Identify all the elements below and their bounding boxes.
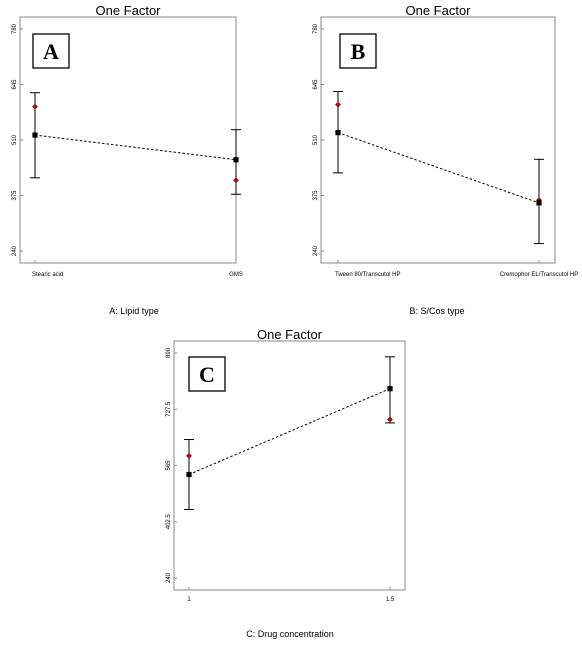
x-tick-label: 1: [187, 597, 191, 603]
actual-point: [186, 452, 192, 459]
y-tick-label: 780: [313, 23, 319, 34]
actual-point: [32, 103, 38, 110]
x-axis-title: C: Drug concentration: [246, 629, 334, 639]
panel-letter-box: [188, 356, 226, 392]
actual-point: [387, 416, 393, 423]
actual-point: [335, 101, 341, 108]
x-axis-title: B: S/Cos type: [409, 306, 464, 316]
y-tick-label: 890: [166, 347, 172, 358]
y-tick-label: 510: [12, 134, 18, 145]
y-tick-label: 645: [313, 79, 319, 90]
panel-letter-box: [339, 33, 377, 69]
y-tick-label: 780: [12, 23, 18, 34]
y-tick-label: 645: [12, 79, 18, 90]
x-tick-label: Tween 80/Transcutol HP: [335, 272, 400, 278]
y-tick-label: 402.5: [166, 514, 172, 530]
mean-point: [335, 130, 341, 136]
actual-point: [233, 177, 239, 184]
mean-connector-line: [34, 134, 237, 161]
panel-letter: B: [351, 39, 366, 64]
y-tick-label: 375: [313, 190, 319, 201]
mean-point: [233, 157, 239, 163]
chart-title: One Factor: [257, 327, 323, 342]
mean-connector-line: [337, 132, 540, 204]
x-tick-label: 1.5: [386, 597, 395, 603]
x-tick-label: Cremophor EL/Transcutol HP: [500, 272, 578, 278]
chart-panel-a: One Factor 780 645 510 375 240 Stearic acid GMS…: [12, 3, 243, 316]
x-tick-label: Stearic acid: [32, 272, 63, 278]
x-axis-title: A: Lipid type: [109, 306, 159, 316]
chart-panel-b: One Factor 780 645 510 375 240 Tween 80/Transc…: [313, 3, 578, 316]
y-tick-label: 375: [12, 190, 18, 201]
y-tick-label: 240: [313, 245, 319, 256]
chart-title: One Factor: [405, 3, 471, 18]
mean-point: [387, 386, 393, 392]
y-tick-label: 240: [166, 572, 172, 583]
y-tick-label: 240: [12, 245, 18, 256]
y-tick-label: 565: [166, 460, 172, 471]
chart-title: One Factor: [95, 3, 161, 18]
y-tick-label: 510: [313, 134, 319, 145]
mean-point: [32, 132, 38, 138]
mean-connector-line: [188, 388, 391, 475]
y-tick-label: 727.5: [166, 401, 172, 417]
x-tick-label: GMS: [229, 272, 243, 278]
panel-letter: C: [199, 362, 215, 387]
mean-point: [536, 200, 542, 206]
panel-letter-box: [32, 33, 70, 69]
chart-panel-c: One Factor 890 727.5 565 402.5 240 1 1.5 C C: Dru…: [166, 327, 406, 639]
panel-letter: A: [43, 39, 59, 64]
mean-point: [186, 471, 192, 478]
